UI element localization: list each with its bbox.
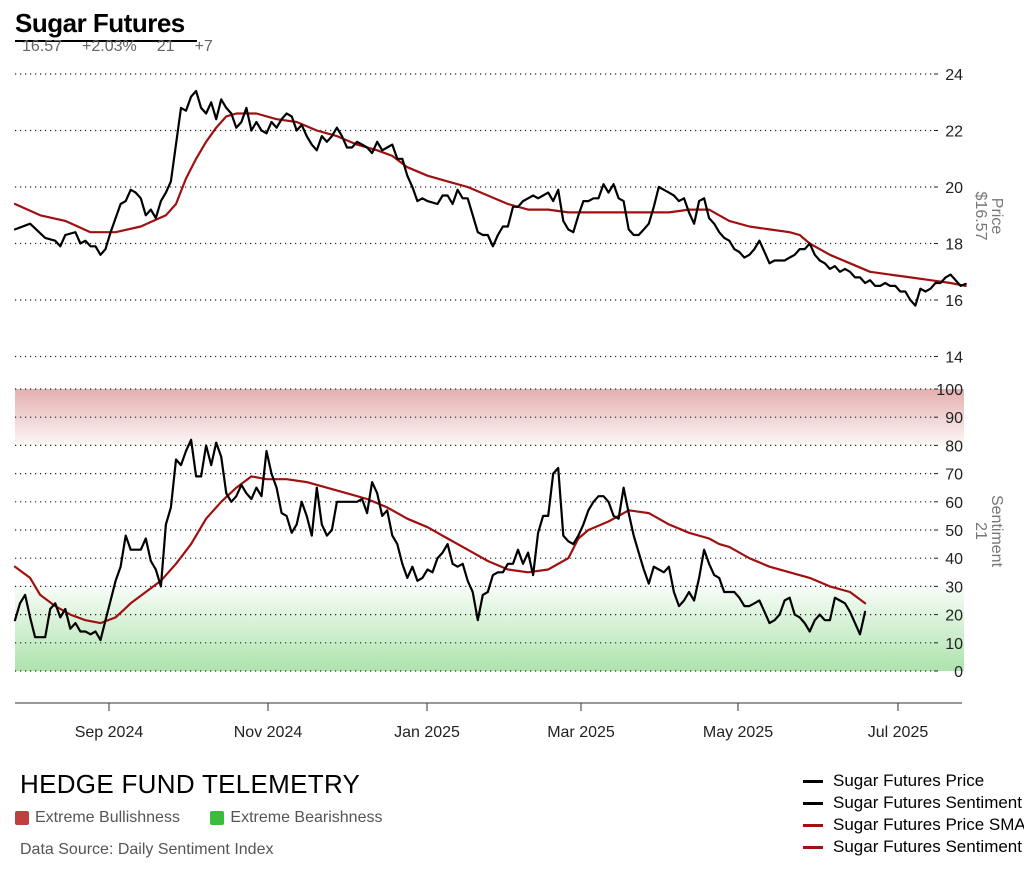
extreme-bullishness-zone <box>15 389 964 446</box>
legend-label: Sugar Futures Sentiment SMA <box>833 837 1024 856</box>
price-tick-label: 22 <box>945 124 963 141</box>
x-tick-label: Jan 2025 <box>394 724 460 741</box>
price-axis-title: Price$16.57 <box>972 192 1005 241</box>
x-tick-label: Sep 2024 <box>75 724 144 741</box>
sentiment-tick-label: 10 <box>945 636 963 653</box>
chart-title: Sugar Futures <box>15 8 185 38</box>
legend-label: Sugar Futures Price SMA <box>833 815 1024 834</box>
sentiment-tick-label: 90 <box>945 410 963 427</box>
price-tick-label: 16 <box>945 293 963 310</box>
sentiment-tick-label: 20 <box>945 608 963 625</box>
header-sentiment: 21 <box>156 38 175 55</box>
x-tick-label: May 2025 <box>703 724 773 741</box>
x-tick-label: Nov 2024 <box>234 724 303 741</box>
sentiment-axis-title: Sentiment21 <box>972 495 1005 568</box>
series-legend: Sugar Futures Price Sugar Futures Sentim… <box>803 770 1024 858</box>
sentiment-tick-label: 40 <box>945 551 963 568</box>
header-sentiment-change: +7 <box>194 38 213 55</box>
sentiment-tick-label: 80 <box>945 438 963 455</box>
price-tick-label: 20 <box>945 180 963 197</box>
legend-label: Sugar Futures Price <box>833 771 985 790</box>
legend-item: Sugar Futures Price SMA <box>803 814 1024 836</box>
legend-extreme-bearishness: Extreme Bearishness <box>210 809 382 827</box>
sentiment-tick-label: 60 <box>945 495 963 512</box>
legend-line <box>803 823 823 827</box>
zone-legend: Extreme Bullishness Extreme Bearishness <box>15 809 408 830</box>
legend-line <box>803 779 823 783</box>
bearish-swatch <box>210 811 225 825</box>
sentiment-tick-label: 0 <box>954 664 963 681</box>
x-tick-label: Mar 2025 <box>547 724 615 741</box>
legend-line <box>803 801 823 805</box>
bearish-label: Extreme Bearishness <box>230 809 383 826</box>
header-stats: 16.57 +2.03% 21 +7 <box>22 38 233 56</box>
header-change: +2.03% <box>82 38 137 55</box>
legend-label: Sugar Futures Sentiment <box>833 793 1022 812</box>
sentiment-sma-line <box>13 475 867 625</box>
extreme-bearishness-zone <box>15 586 964 671</box>
legend-line <box>803 845 823 849</box>
sentiment-line <box>13 438 867 642</box>
sentiment-tick-label: 30 <box>945 579 963 596</box>
title-underline <box>15 40 197 42</box>
legend-item: Sugar Futures Sentiment SMA <box>803 836 1024 858</box>
price-tick-label: 14 <box>945 350 963 367</box>
header-price: 16.57 <box>22 38 63 55</box>
bullish-label: Extreme Bullishness <box>35 809 180 826</box>
legend-item: Sugar Futures Price <box>803 770 1024 792</box>
legend-extreme-bullishness: Extreme Bullishness <box>15 809 180 827</box>
price-sma-line <box>13 112 967 287</box>
chart: 14 16 18 20 22 24 0 10 20 30 40 50 60 70 80 90 100 Price$… <box>13 67 1005 741</box>
bullish-swatch <box>15 811 29 825</box>
sentiment-tick-label: 100 <box>936 382 963 399</box>
data-source: Data Source: Daily Sentiment Index <box>20 841 274 858</box>
price-tick-label: 18 <box>945 237 963 254</box>
brand-name: HEDGE FUND TELEMETRY <box>20 769 361 799</box>
x-tick-label: Jul 2025 <box>868 724 929 741</box>
sentiment-tick-label: 70 <box>945 467 963 484</box>
price-line <box>13 89 967 307</box>
price-tick-label: 24 <box>945 67 963 84</box>
sentiment-tick-label: 50 <box>945 523 963 540</box>
legend-item: Sugar Futures Sentiment <box>803 792 1024 814</box>
